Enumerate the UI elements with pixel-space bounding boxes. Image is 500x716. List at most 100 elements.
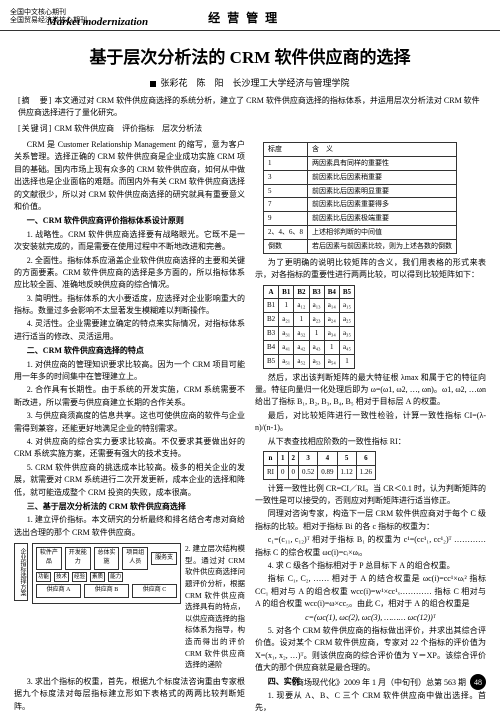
abstract-block: [摘 要] 本文通过对 CRM 软件供应商选择的系统分析，建立了 CRM 软件供… <box>0 95 500 119</box>
table-header: B4 <box>324 285 339 299</box>
para: 计算一致性比例 CR=CI／RI。当 CR＜0.1 时，认为判断矩阵的一致性是可… <box>255 483 486 508</box>
para: 1. 建立评价指标。本文研究的分析最终和排名结合考虑对商给选出合理的那个 CRM… <box>14 514 245 539</box>
table-cell: a₄₁ <box>279 340 294 354</box>
heading-2: 二、CRM 软件供应商选择的特点 <box>14 345 245 357</box>
table-cell: B4 <box>264 340 279 354</box>
table-cell: 1.12 <box>337 465 356 479</box>
comparison-matrix-table: AB1B2B3B4B5 B11a₁₂a₁₃a₁₄a₁₅B2a₂₁1a₂₃a₂₄a… <box>263 285 355 369</box>
flow-b1: 软件产品 <box>36 547 62 570</box>
table-cell: 前因素比后因素重要得多 <box>308 198 457 212</box>
table-cell: a₄₃ <box>309 340 324 354</box>
table-cell: 前因素比后因素极端重要 <box>308 212 457 226</box>
table-cell: a₄₅ <box>339 340 354 354</box>
table-cell: a₂₃ <box>309 313 324 327</box>
journal-en: Market modernization <box>47 16 148 28</box>
table-cell: a₃₁ <box>279 327 294 341</box>
table-cell: a₂₁ <box>279 313 294 327</box>
table-cell: 含 义 <box>308 143 457 157</box>
para: 从下表查找相应阶数的一致性指标 RI： <box>255 436 486 448</box>
flow-c: 经验 <box>72 572 87 583</box>
table-cell: 1 <box>339 354 354 368</box>
table-header: 1 <box>278 451 289 465</box>
table-header: n <box>264 451 278 465</box>
table-cell: a₁₄ <box>324 299 339 313</box>
para: 指标 C₁, C₂, …… 相对于 A 的结合权重是 ωc(i)=cc¹×ωᵢ²… <box>255 573 486 610</box>
flow-supplier-b: 供应商 B <box>84 584 129 597</box>
table-header: B1 <box>279 285 294 299</box>
left-column: CRM 是 Customer Relationship Management 的… <box>14 139 245 716</box>
table-cell: 若后因素与前因素比较，则为上述各数的倒数 <box>308 239 457 253</box>
table-header: B3 <box>309 285 324 299</box>
page-footer: 《商场现代化》2009 年 1 月（中旬刊）总第 563 期 48 <box>0 674 500 690</box>
keywords-block: [关键词] CRM 软件供应商 评价指标 层次分析法 <box>0 123 500 135</box>
table-cell: 1 <box>324 340 339 354</box>
table-cell: 前因素比后因素明显重要 <box>308 184 457 198</box>
table-cell: a₅₁ <box>279 354 294 368</box>
table-cell: 1 <box>294 313 309 327</box>
keywords-text: CRM 软件供应商 评价指标 层次分析法 <box>54 124 202 133</box>
table-header: 6 <box>356 451 375 465</box>
table-cell: 5 <box>264 184 308 198</box>
flow-root-box: 企业指标选择方案 <box>14 543 28 601</box>
table-cell: 9 <box>264 212 308 226</box>
flow-supplier-a: 供应商 A <box>36 584 81 597</box>
table-cell: 标度 <box>264 143 308 157</box>
table-cell: 0.52 <box>299 465 318 479</box>
flow-b4: 项目组人员 <box>122 547 148 570</box>
table-header: A <box>264 285 279 299</box>
page-number-badge: 48 <box>470 674 486 690</box>
flow-b3: 总体实施 <box>94 547 120 570</box>
para: 3. 简明性。指标体系的大小要适度，应选择对企业影响重大的指标。数量过多会影响不… <box>14 293 245 318</box>
flow-c: 能力 <box>108 572 123 583</box>
table-header: 5 <box>337 451 356 465</box>
table-cell: 1 <box>309 327 324 341</box>
table-cell: a₁₂ <box>294 299 309 313</box>
table-cell: 1.26 <box>356 465 375 479</box>
para: 然后，求出该判断矩阵的最大特征根 λmax 和属于它的特征向量。特征向量归一化处… <box>255 372 486 409</box>
table-cell: a₃₄ <box>324 327 339 341</box>
para: 1. 战略性。CRM 软件供应商选择要有战略眼光。它既不是一次安装就完成的，而是… <box>14 229 245 254</box>
table-cell: B1 <box>264 299 279 313</box>
table-cell: 倒数 <box>264 239 308 253</box>
table-cell: a₃₅ <box>339 327 354 341</box>
article-title: 基于层次分析法的 CRM 软件供应商的选择 <box>0 43 500 68</box>
page-header: 全国中文核心期刊 全国贸易经济类核心期刊 Market modernizatio… <box>0 0 500 31</box>
table-header: 4 <box>318 451 337 465</box>
footer-text: 《商场现代化》2009 年 1 月（中旬刊）总第 563 期 <box>288 677 466 688</box>
table-header: B5 <box>339 285 354 299</box>
table-cell: 0 <box>278 465 289 479</box>
flow-b2: 开发能力 <box>65 547 91 570</box>
flow-c: 技术 <box>54 572 69 583</box>
table-cell: a₁₃ <box>309 299 324 313</box>
para: 5. CRM 软件供应商的挑选成本比较高。极多的相关企业的发展，就需要对 CRM… <box>14 462 245 499</box>
ri-table: n123456 RI000.520.891.121.26 <box>263 451 376 480</box>
table-cell: 0.89 <box>318 465 337 479</box>
para: 1. 对供应商的管理知识要求比较高。因为一个 CRM 项目可能用一年多的时间集中… <box>14 359 245 384</box>
abstract-text: 本文通过对 CRM 软件供应商选择的系统分析，建立了 CRM 软件供应商选择的指… <box>18 96 480 117</box>
para: 2. 建立层次结构模型。通过对 CRM 软件供应商选择问题评价分析，根据 CRM… <box>185 543 245 671</box>
table-cell: 1 <box>264 156 308 170</box>
scale-table: 标度含 义1两因素具有同样的重要性3前因素比后因素稍重要5前因素比后因素明显重要… <box>263 142 457 254</box>
table-cell: 0 <box>288 465 299 479</box>
table-header: 2 <box>288 451 299 465</box>
table-header: B2 <box>294 285 309 299</box>
table-cell: B5 <box>264 354 279 368</box>
heading-3: 三、基于层次分析法的 CRM 软件供应商选择 <box>14 501 245 513</box>
para: 同理对咨询专家，构造下一层 CRM 软件供应商对于每个 C 级指标的比较。相对于… <box>255 508 486 533</box>
section-label: 经 营 管 理 <box>208 9 279 26</box>
para: 5. 对各个 CRM 软件供应商的指标做出评价，并求出其综合评价值。设对某个 C… <box>255 625 486 675</box>
table-cell: a₅₄ <box>324 354 339 368</box>
para: 最后，对比较矩阵进行一致性检验，计算一致性指标 CI=(λ-n)/(n-1)。 <box>255 410 486 435</box>
flow-c: 素质 <box>90 572 105 583</box>
flow-supplier-c: 供应商 C <box>132 584 177 597</box>
table-cell: a₁₅ <box>339 299 354 313</box>
table-cell: 两因素具有同样的重要性 <box>308 156 457 170</box>
para: 3. 与供应商须高度的信息共享。这也可使供应商的软件与企业需得到兼容，还能更好地… <box>14 410 245 435</box>
para: 2. 合作具有长期性。由于系统的开发实施，CRM 系统需要不断改进，所以需要与供… <box>14 384 245 409</box>
table-cell: 前因素比后因素稍重要 <box>308 170 457 184</box>
para: 4. 灵活性。企业需要建立确定的特点来实际情况，对指标体系进行适当的修改、灵活运… <box>14 318 245 343</box>
para: c₁=(c₁₁, c₁₂)ᵀ 相对于指标 B₁ 的权重为 c¹=(cc¹₁, c… <box>255 534 486 559</box>
para: 2. 全面性。指标体系应涵盖企业软件供应商选择的主要和关键的方面要素。CRM 软… <box>14 255 245 292</box>
table-header: 3 <box>299 451 318 465</box>
table-cell: a₅₃ <box>309 354 324 368</box>
